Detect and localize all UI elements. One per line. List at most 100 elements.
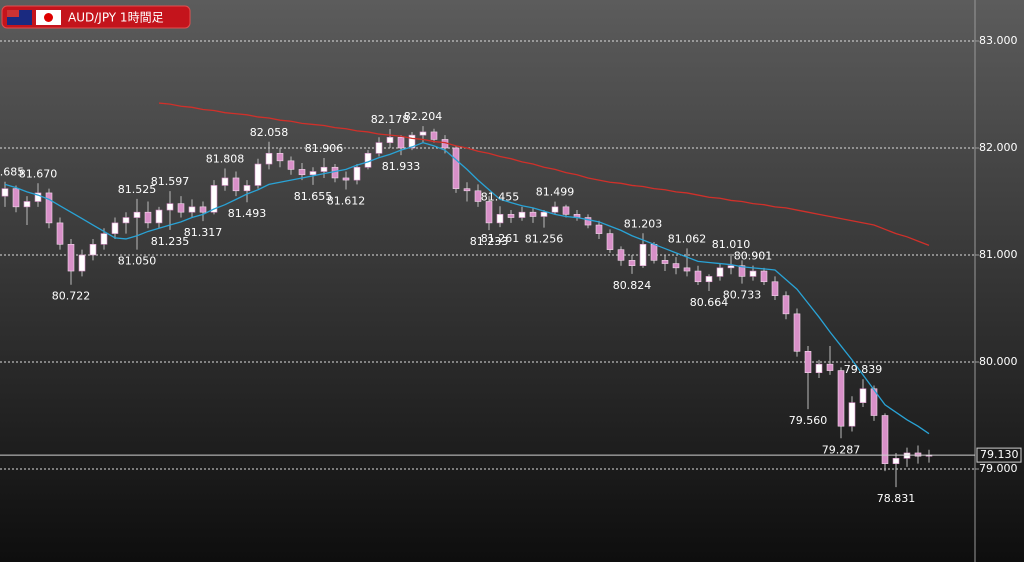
candle-body [771,281,779,296]
candle-body [661,260,669,264]
candle-body [320,166,328,172]
candle-body [177,203,185,213]
price-annotation: 80.733 [723,289,762,302]
price-annotation: 81.499 [536,186,575,199]
price-annotation: 80.722 [52,290,91,303]
price-annotation: 80.664 [690,296,729,309]
candle-body [672,263,680,269]
price-annotation: 81.612 [327,195,366,208]
candle-body [34,192,42,202]
price-annotation: 82.058 [250,126,289,139]
candle-body [12,188,20,208]
candle-body [639,243,647,266]
candle-body [650,243,658,261]
candle-body [309,171,317,176]
price-annotation: 79.839 [844,363,883,376]
candle-body [628,260,636,266]
candle-body [276,153,284,162]
candle-body [419,131,427,136]
candle-body [694,270,702,283]
candle-body [452,147,460,189]
price-annotation: 79.287 [822,443,861,456]
candle-body [298,169,306,176]
price-annotation: 80.901 [734,250,773,263]
candle-body [89,243,97,256]
candle-body [144,211,152,224]
candle-body [837,370,845,427]
candle-body [529,211,537,217]
moving-average-line [4,141,930,435]
candle-body [595,224,603,234]
price-annotation: 82.204 [404,110,443,123]
price-annotation: 78.831 [877,492,916,505]
y-tick-label: 80.000 [979,355,1018,368]
candle-body [881,415,889,464]
current-price-box [976,447,1022,463]
candle-body [485,201,493,224]
candle-body [155,209,163,224]
price-annotation: 81.906 [305,142,344,155]
price-annotation: 81.233 [470,235,509,248]
candle-body [23,201,31,208]
candle-body [397,136,405,149]
price-annotation: 81.317 [184,226,223,239]
candle-body [463,188,471,192]
candle-body [496,214,504,224]
candle-body [826,363,834,371]
price-annotation: 81.261 [481,232,520,245]
price-annotation: 81.062 [668,232,707,245]
candle-body [859,388,867,403]
candle-body [199,206,207,213]
price-annotation: 81.493 [228,207,267,220]
candle-body [100,233,108,245]
candle-body [210,185,218,213]
candle-body [430,131,438,140]
candle-body [45,192,53,224]
candle-body [56,222,64,245]
candle-body [133,211,141,218]
candle-body [67,243,75,272]
price-annotation: 81.655 [294,190,333,203]
flag-au-union [7,10,19,17]
price-annotation: 81.050 [118,255,157,268]
candle-body [364,153,372,168]
candle-body [738,265,746,277]
y-tick-label: 83.000 [979,34,1018,47]
candle-body [683,267,691,272]
candle-body [782,295,790,315]
y-tick-label: 81.000 [979,248,1018,261]
candle-body [892,458,900,464]
candle-body [584,217,592,226]
candle-body [727,265,735,269]
price-annotation: 81.597 [151,175,190,188]
candle-body [232,177,240,192]
y-tick-label: 82.000 [979,141,1018,154]
candle-body [122,217,130,224]
price-annotation: 79.560 [789,414,828,427]
price-annotation: 81.670 [19,167,58,180]
plot-area: 79.00080.00081.00082.00083.00081.68581.6… [0,34,1022,505]
candle-body [221,177,229,186]
header: AUD/JPY 1時間足 [1,5,191,29]
candle-body [78,254,86,272]
candle-body [265,153,273,165]
candle-body [617,249,625,261]
candle-body [848,402,856,427]
candle-body [540,211,548,217]
price-annotation: 81.235 [151,235,190,248]
price-annotation: 81.525 [118,183,157,196]
candle-body [408,134,416,149]
candle-body [903,452,911,459]
price-annotation: 81.933 [382,160,421,173]
candle-body [386,136,394,143]
chart-title: AUD/JPY 1時間足 [68,11,164,25]
candle-body [111,222,119,234]
candle-body [705,276,713,283]
candle-body [760,270,768,283]
candle-body [166,203,174,211]
price-annotation: 81.808 [206,153,245,166]
price-annotation: 81.010 [712,238,751,251]
candle-body [793,313,801,352]
